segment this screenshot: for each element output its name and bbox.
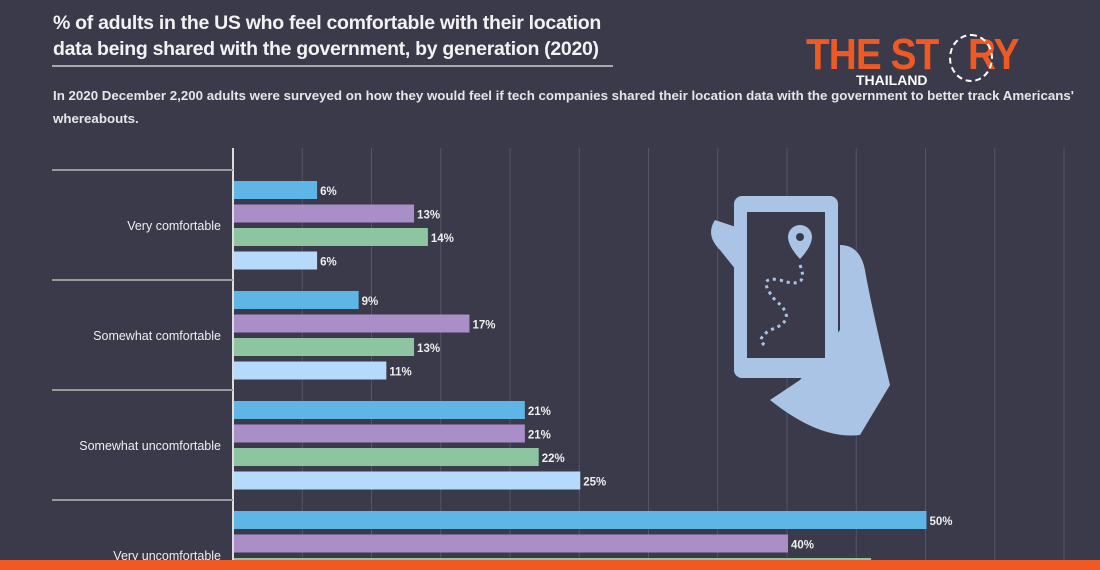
data-label: 25%	[583, 477, 606, 489]
bar	[234, 424, 525, 443]
bar	[234, 471, 581, 490]
bar	[234, 181, 318, 199]
data-label: 21%	[528, 430, 551, 442]
bar	[234, 361, 387, 380]
logo-ring-icon	[949, 34, 993, 82]
data-label: 17%	[472, 320, 495, 332]
bar	[234, 251, 318, 270]
category-label: Very uncomfortable	[113, 549, 221, 563]
bar	[234, 314, 470, 333]
category-label: Very comfortable	[127, 219, 221, 233]
data-label: 40%	[791, 540, 814, 552]
phone-location-icon	[711, 196, 890, 436]
bar	[234, 448, 539, 466]
logo-sub: THAILAND	[856, 72, 928, 88]
data-label: 9%	[362, 296, 379, 308]
bar	[234, 401, 525, 419]
data-label: 13%	[417, 343, 440, 355]
footer-bar	[0, 560, 1100, 570]
bar	[234, 228, 428, 246]
chart-subtitle: In 2020 December 2,200 adults were surve…	[53, 88, 1074, 126]
data-label: 14%	[431, 233, 454, 245]
category-label: Somewhat uncomfortable	[79, 439, 221, 453]
bar	[234, 291, 359, 309]
data-label: 21%	[528, 406, 551, 418]
data-label: 11%	[389, 367, 411, 379]
data-label: 6%	[320, 257, 337, 269]
data-label: 22%	[542, 453, 565, 465]
data-label: 13%	[417, 210, 440, 222]
bar	[234, 534, 788, 553]
data-label: 50%	[930, 516, 953, 528]
chart-title: % of adults in the US who feel comfortab…	[53, 12, 602, 60]
bar	[234, 511, 927, 529]
title-divider	[52, 65, 613, 67]
category-label: Somewhat comfortable	[93, 329, 221, 343]
bar	[234, 338, 415, 356]
bar	[234, 204, 415, 223]
data-label: 6%	[320, 186, 337, 198]
